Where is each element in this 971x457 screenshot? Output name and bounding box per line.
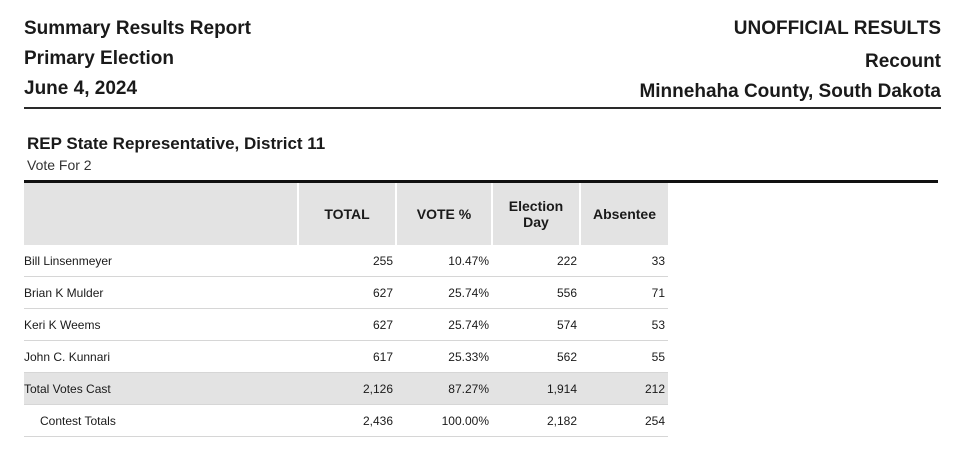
absentee-cell: 33 <box>580 245 668 277</box>
absentee-cell: 53 <box>580 308 668 341</box>
results-table: TOTAL VOTE % Election Day Absentee Bill … <box>24 183 668 437</box>
vote-pct-cell: 87.27% <box>396 372 492 405</box>
election-name: Primary Election <box>24 48 174 69</box>
contest-totals-label: Contest Totals <box>24 404 298 437</box>
table-row: Brian K Mulder 627 25.74% 556 71 <box>24 276 668 309</box>
vote-pct-cell: 25.33% <box>396 340 492 373</box>
absentee-cell: 254 <box>580 404 668 437</box>
header-divider <box>24 107 941 109</box>
column-header-total: TOTAL <box>298 183 397 245</box>
total-votes-row: Total Votes Cast 2,126 87.27% 1,914 212 <box>24 372 668 405</box>
total-cell: 627 <box>298 276 396 309</box>
election-day-cell: 562 <box>492 340 580 373</box>
absentee-cell: 55 <box>580 340 668 373</box>
election-day-cell: 1,914 <box>492 372 580 405</box>
total-cell: 2,126 <box>298 372 396 405</box>
vote-for-label: Vote For 2 <box>27 157 92 173</box>
candidate-name: John C. Kunnari <box>24 340 298 373</box>
report-header-left: Summary Results Report Primary Election … <box>24 14 251 104</box>
total-votes-label: Total Votes Cast <box>24 372 298 405</box>
candidate-name: Keri K Weems <box>24 308 298 341</box>
election-day-cell: 222 <box>492 245 580 277</box>
election-day-cell: 574 <box>492 308 580 341</box>
total-cell: 255 <box>298 245 396 277</box>
results-status: UNOFFICIAL RESULTS <box>733 18 941 39</box>
table-row: Keri K Weems 627 25.74% 574 53 <box>24 308 668 341</box>
jurisdiction: Minnehaha County, South Dakota <box>639 81 941 102</box>
report-title: Summary Results Report <box>24 18 252 39</box>
recount-label: Recount <box>865 51 941 72</box>
absentee-cell: 212 <box>580 372 668 405</box>
vote-pct-cell: 10.47% <box>396 245 492 277</box>
total-cell: 2,436 <box>298 404 396 437</box>
total-cell: 617 <box>298 340 396 373</box>
column-header-absentee: Absentee <box>580 183 668 245</box>
vote-pct-cell: 100.00% <box>396 404 492 437</box>
report-header-right: UNOFFICIAL RESULTS Recount Minnehaha Cou… <box>639 14 941 107</box>
election-day-cell: 556 <box>492 276 580 309</box>
table-header-row: TOTAL VOTE % Election Day Absentee <box>24 183 668 245</box>
header-blank-cell <box>24 183 299 245</box>
vote-pct-cell: 25.74% <box>396 276 492 309</box>
column-header-vote-pct: VOTE % <box>396 183 493 245</box>
candidate-name: Brian K Mulder <box>24 276 298 309</box>
vote-pct-cell: 25.74% <box>396 308 492 341</box>
table-row: John C. Kunnari 617 25.33% 562 55 <box>24 340 668 373</box>
total-cell: 627 <box>298 308 396 341</box>
candidate-name: Bill Linsenmeyer <box>24 245 298 277</box>
contest-totals-row: Contest Totals 2,436 100.00% 2,182 254 <box>24 404 668 437</box>
absentee-cell: 71 <box>580 276 668 309</box>
election-date: June 4, 2024 <box>24 78 138 99</box>
contest-divider <box>24 180 938 183</box>
table-row: Bill Linsenmeyer 255 10.47% 222 33 <box>24 245 668 277</box>
contest-title: REP State Representative, District 11 <box>27 134 326 153</box>
election-day-cell: 2,182 <box>492 404 580 437</box>
column-header-election-day: Election Day <box>492 183 581 245</box>
